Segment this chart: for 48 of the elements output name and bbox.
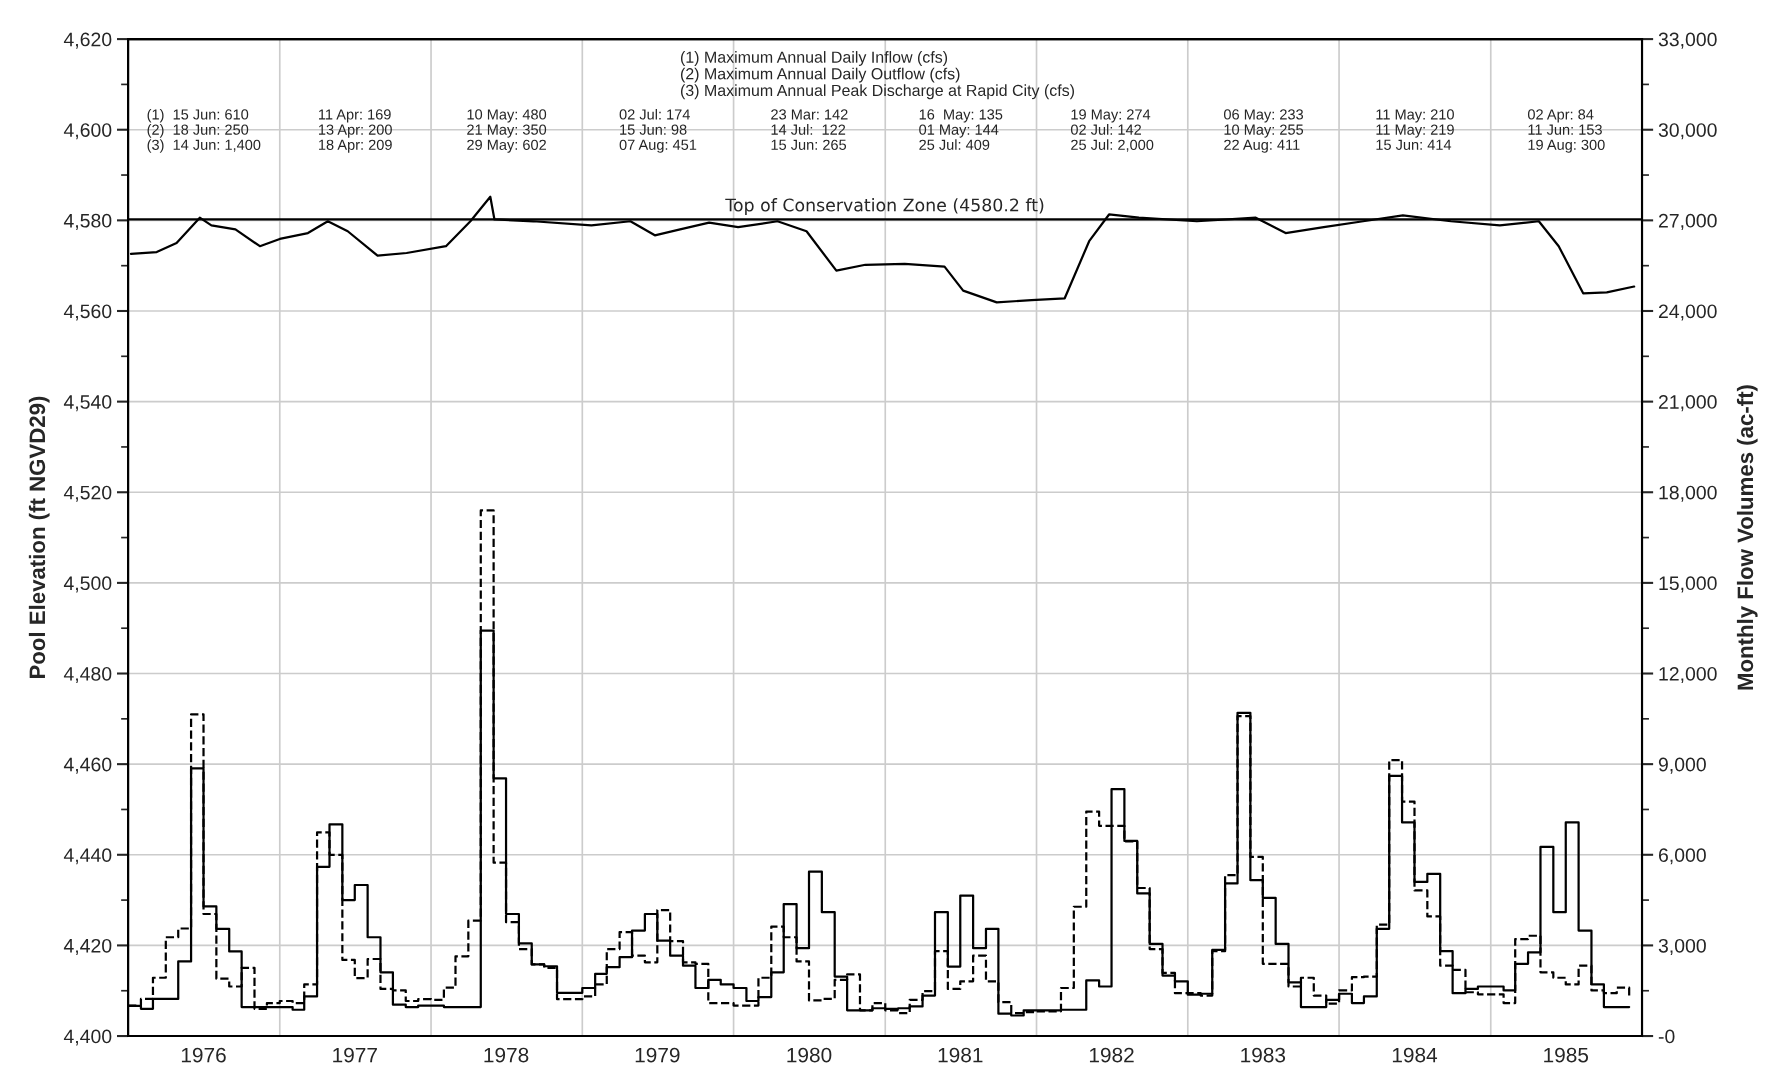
y2-tick-label: 24,000 [1658,304,1717,321]
y2-tick-label: 30,000 [1658,123,1717,140]
annotation: 23 Mar: 142 14 Jul: 122 15 Jun: 265 [771,109,848,150]
x-tick-label: 1985 [1544,1047,1589,1063]
x-tick-label: 1981 [938,1047,983,1063]
x-tick-label: 1980 [787,1047,832,1063]
y2-tick-label: 18,000 [1659,485,1717,502]
y2-tick-label: 27,000 [1658,213,1717,230]
annotation: 06 May: 233 10 May: 255 22 Aug: 411 [1223,109,1304,153]
annotation: (1) 15 Jun: 610 (2) 18 Jun: 250 (3) 14 Jun: 1,400 [147,108,261,153]
y-tick-label: 4,440 [63,848,112,865]
x-tick-label: 1979 [635,1047,680,1063]
y2-tick-label: 6,000 [1658,848,1706,865]
y2-tick-label: 33,000 [1658,32,1717,49]
annotation: 11 Apr: 169 13 Apr: 200 18 Apr: 209 [318,109,392,153]
x-tick-label: 1984 [1392,1047,1438,1063]
y-tick-label: 4,580 [63,213,112,230]
y2-axis-title: Monthly Flow Volumes (ac-ft) [1736,385,1758,690]
y-tick-label: 4,420 [63,938,112,955]
y-tick-label: 4,520 [63,485,112,502]
annotation: (1) Maximum Annual Daily Inflow (cfs) (2) Maximum Annual Daily Outflow (cfs) (3) Maximum Annual Peak Discharge at Rapid City (cfs) [680,51,1075,100]
y-tick-label: 4,540 [63,395,112,412]
x-tick-label: 1976 [181,1047,226,1063]
ref-line-label: Top of Conservation Zone (4580.2 ft) [725,198,1044,215]
y2-tick-label: 3,000 [1658,938,1706,955]
y2-tick-label: 21,000 [1658,395,1717,412]
annotation: 02 Jul: 174 15 Jun: 98 07 Aug: 451 [619,108,697,153]
y2-tick-label: 15,000 [1659,576,1717,593]
y-tick-label: 4,400 [63,1029,112,1046]
x-tick-label: 1978 [484,1047,529,1063]
annotation: 10 May: 480 21 May: 350 29 May: 602 [467,109,547,153]
annotation: 19 May: 274 02 Jul: 142 25 Jul: 2,000 [1070,109,1154,152]
annotation: 02 Apr: 84 11 Jun: 153 19 Aug: 300 [1527,109,1605,153]
x-tick-label: 1983 [1241,1047,1286,1063]
y2-tick-label: 9,000 [1658,757,1706,774]
y-tick-label: 4,500 [63,576,112,593]
x-tick-label: 1982 [1089,1047,1134,1063]
y-tick-label: 4,460 [63,757,112,774]
y-tick-label: 4,560 [63,304,112,321]
y-tick-label: 4,600 [63,123,112,140]
x-tick-label: 1977 [333,1047,377,1063]
y2-tick-label: -0 [1658,1029,1675,1044]
y-tick-label: 4,480 [63,666,112,684]
annotation: 11 May: 210 11 May: 219 15 Jun: 414 [1376,109,1454,150]
y2-tick-label: 12,000 [1659,666,1717,684]
annotation: 16 May: 135 01 May: 144 25 Jul: 409 [919,109,1003,150]
y-tick-label: 4,620 [63,32,112,49]
y-axis-title: Pool Elevation (ft NGVD29) [28,396,50,679]
